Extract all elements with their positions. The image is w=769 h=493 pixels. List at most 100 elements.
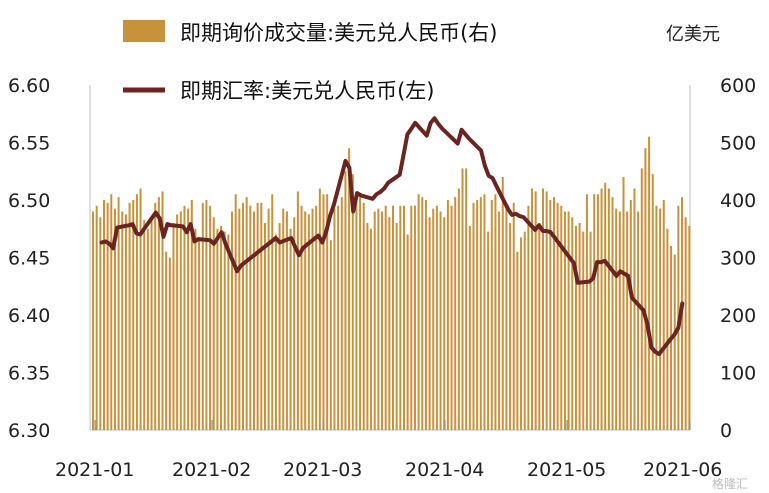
bar [487,231,490,430]
right-tick-label: 500 [720,133,756,155]
bar [95,205,98,430]
bar [666,228,669,430]
bar [216,228,219,430]
bar [673,254,676,431]
bar [315,205,318,430]
left-tick-label: 6.40 [8,305,50,327]
bar [337,205,340,430]
bar [498,211,501,430]
bar [443,217,446,430]
bar [552,197,555,430]
bar [99,217,102,430]
bar [589,231,592,430]
right-axis-unit: 亿美元 [666,24,720,45]
bar [457,188,460,430]
bar [355,200,358,430]
bar [644,148,647,430]
bar [154,202,157,431]
bar [318,188,321,430]
bar [384,205,387,430]
bar [124,214,127,431]
x-tick-label: 2021-06 [643,459,722,481]
left-tick-label: 6.30 [8,420,50,442]
bar [567,211,570,430]
bar [622,177,625,430]
bar [494,194,497,430]
bar [479,197,482,430]
x-axis-labels: 2021-01 2021-02 2021-03 2021-04 2021-05 2021-… [55,459,722,481]
bar [285,211,288,430]
bar [556,202,559,431]
bar [201,202,204,431]
bar [593,194,596,430]
bar [267,208,270,430]
bar [377,208,380,430]
bar [143,220,146,430]
right-tick-label: 300 [720,248,756,270]
bar [92,211,95,430]
bar [121,211,124,430]
bar [168,257,171,430]
bar [351,174,354,431]
line-series-rate [99,116,685,357]
bar [662,200,665,430]
bar [527,205,530,430]
right-tick-label: 100 [720,363,756,385]
bar [549,200,552,430]
bar [190,200,193,430]
bar [245,197,248,430]
bar [252,211,255,430]
bar [238,208,241,430]
bar [274,234,277,430]
bar [505,205,508,430]
bar-series [92,136,691,431]
bar [432,208,435,430]
bar [113,208,116,430]
bar [293,217,296,430]
bar [176,214,179,431]
bar [600,188,603,430]
bar [531,188,534,430]
bar [410,205,413,430]
x-tick-label: 2021-02 [172,459,251,481]
bar [509,223,512,430]
bar [545,191,548,431]
bar [135,194,138,430]
left-tick-label: 6.55 [8,133,50,155]
bar [304,211,307,430]
bar [574,225,577,431]
bar [132,200,135,430]
bar [651,174,654,431]
bar [392,205,395,430]
bar [102,200,105,430]
bar [637,211,640,430]
x-tick-label: 2021-03 [283,459,362,481]
right-tick-label: 0 [720,420,732,442]
bar [640,168,643,431]
bar [607,188,610,430]
bar [483,194,486,430]
bar [340,197,343,430]
bar [271,194,274,430]
bar [362,202,365,431]
bar [187,208,190,430]
bar [220,225,223,431]
bar [520,237,523,431]
bar [618,211,621,430]
bar [366,223,369,430]
bar [359,194,362,430]
bar [461,168,464,431]
bar [476,200,479,430]
bar [582,231,585,430]
bar [501,177,504,430]
bar [146,228,149,430]
bar [227,234,230,430]
bar [615,208,618,430]
bar [249,205,252,430]
bar [465,168,468,431]
bar [370,228,373,430]
bar [179,211,182,430]
right-axis-ticks: 600 500 400 300 200 100 0 [720,75,756,442]
bar [585,194,588,430]
